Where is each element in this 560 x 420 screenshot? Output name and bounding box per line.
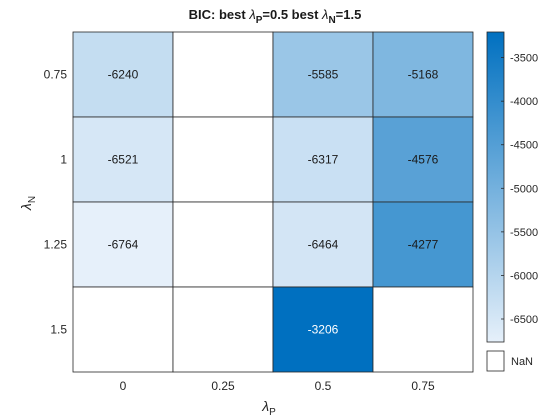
heatmap-cell bbox=[172, 201, 274, 288]
colorbar-tick-label: -4000 bbox=[510, 96, 538, 108]
heatmap-cell bbox=[172, 116, 274, 203]
title-lambda-2: λ bbox=[321, 7, 328, 22]
heatmap-cell bbox=[272, 116, 374, 203]
x-tick-labels: 0 0.25 0.5 0.75 bbox=[120, 379, 435, 393]
heatmap-cell bbox=[372, 286, 474, 373]
colorbar-tick-label: -5500 bbox=[510, 227, 538, 239]
heatmap-cell bbox=[272, 31, 374, 118]
cell-value-label: -3206 bbox=[308, 323, 339, 337]
heatmap-cell bbox=[272, 286, 374, 373]
cell-value-label: -5168 bbox=[408, 68, 439, 82]
nan-legend-swatch bbox=[486, 350, 505, 372]
y-axis-label: λN bbox=[18, 196, 38, 211]
nan-legend-label: NaN bbox=[511, 356, 533, 368]
x-tick-label: 0.5 bbox=[315, 379, 332, 393]
heatmap-cell bbox=[72, 116, 174, 203]
heatmap-cell bbox=[72, 31, 174, 118]
colorbar-tick-label: -4500 bbox=[510, 140, 538, 152]
cell-value-label: -4576 bbox=[408, 153, 439, 167]
x-tick-label: 0 bbox=[120, 379, 127, 393]
cell-value-label: -6317 bbox=[308, 153, 339, 167]
y-tick-label: 1.25 bbox=[44, 238, 68, 252]
x-tick-label: 0.75 bbox=[411, 379, 435, 393]
colorbar bbox=[486, 31, 505, 343]
chart-title: BIC: best λP=0.5 best λN=1.5 bbox=[189, 7, 362, 26]
y-tick-labels: 0.75 1 1.25 1.5 bbox=[44, 68, 68, 337]
y-tick-label: 0.75 bbox=[44, 68, 68, 82]
colorbar-tick-label: -5000 bbox=[510, 183, 538, 195]
cell-value-label: -6521 bbox=[108, 153, 139, 167]
colorbar-tick-label: -6000 bbox=[510, 270, 538, 282]
x-tick-label: 0.25 bbox=[211, 379, 235, 393]
cell-value-label: -5585 bbox=[308, 68, 339, 82]
y-tick-label: 1.5 bbox=[50, 323, 67, 337]
colorbar-tick-label: -6500 bbox=[510, 314, 538, 326]
cell-value-label: -6240 bbox=[108, 68, 139, 82]
colorbar-ticks: -3500 -4000 -4500 -5000 -5500 -6000 -6500 bbox=[501, 53, 538, 326]
x-axis-label: λP bbox=[261, 398, 276, 418]
heatmap-cell bbox=[372, 31, 474, 118]
heatmap-cell bbox=[272, 201, 374, 288]
cell-value-label: -6764 bbox=[108, 238, 139, 252]
cell-value-label: -4277 bbox=[408, 238, 439, 252]
title-lambda-1: λ bbox=[248, 7, 255, 22]
y-tick-label: 1 bbox=[60, 153, 67, 167]
heatmap-cell bbox=[172, 31, 274, 118]
heatmap-cell bbox=[72, 286, 174, 373]
heatmap-cells: -6240 -5585 -5168 -6521 -6317 -4576 -6764 -6464… bbox=[72, 31, 474, 373]
heatmap-cell bbox=[172, 286, 274, 373]
heatmap-cell bbox=[372, 116, 474, 203]
colorbar-tick-label: -3500 bbox=[510, 53, 538, 65]
cell-value-label: -6464 bbox=[308, 238, 339, 252]
